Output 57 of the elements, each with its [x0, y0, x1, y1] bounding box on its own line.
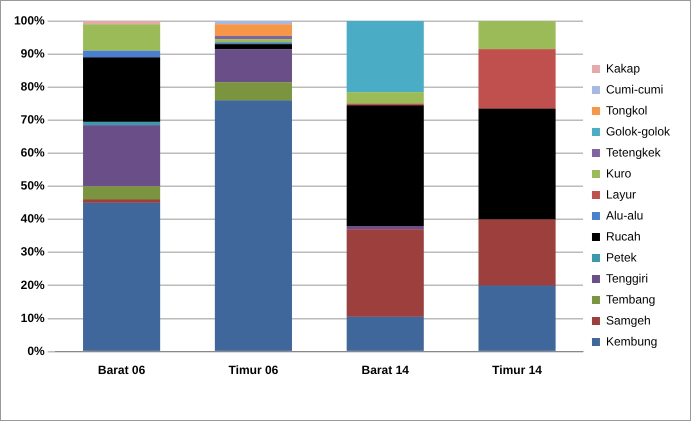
bar	[346, 92, 424, 104]
bar	[214, 44, 292, 50]
legend-label: Tembang	[606, 292, 656, 306]
bar	[346, 105, 424, 226]
bar	[214, 100, 292, 351]
legend-label: Golok-golok	[606, 124, 671, 138]
y-tick-label: 90%	[20, 46, 46, 60]
x-tick-label: Barat 14	[362, 363, 410, 378]
bar	[83, 200, 160, 203]
bar	[478, 21, 556, 50]
y-tick-label: 60%	[20, 146, 46, 160]
bar	[83, 50, 160, 58]
bar	[83, 125, 160, 186]
legend-label: Tetengkek	[606, 145, 662, 160]
bar	[478, 108, 556, 220]
bar	[478, 49, 556, 109]
bar	[214, 21, 292, 24]
bar	[214, 36, 292, 40]
legend-label: Tenggiri	[606, 271, 648, 286]
bar	[214, 39, 292, 42]
bar	[346, 229, 424, 317]
y-tick-label: 100%	[14, 13, 46, 28]
y-tick-label: 80%	[20, 79, 46, 94]
legend-label: Rucah	[606, 229, 641, 244]
x-tick-label: Timur 14	[492, 363, 542, 378]
legend-label: Kakap	[606, 61, 640, 76]
legend-label: Samgeh	[606, 313, 651, 328]
y-tick-label: 70%	[20, 112, 46, 126]
y-tick-label: 10%	[20, 310, 46, 325]
bar	[83, 24, 160, 51]
legend-label: Tongkol	[606, 103, 648, 118]
y-tick-label: 0%	[27, 344, 46, 358]
legend-label: Kembung	[606, 334, 658, 348]
bar	[83, 57, 160, 122]
legend-label: Kuro	[606, 166, 632, 180]
legend-label: Alu-alu	[606, 208, 644, 222]
x-tick-label: Timur 06	[228, 363, 279, 378]
legend-label: Petek	[606, 250, 638, 264]
bar	[478, 285, 556, 351]
y-tick-label: 30%	[20, 244, 46, 259]
bar	[83, 21, 160, 24]
bar	[214, 49, 292, 82]
legend-label: Cumi-cumi	[606, 82, 664, 96]
bar	[214, 24, 292, 36]
legend-label: Layur	[606, 187, 636, 202]
bar	[83, 202, 160, 351]
x-tick-label: Barat 06	[98, 363, 146, 378]
bar	[83, 186, 160, 200]
y-tick-label: 50%	[20, 178, 46, 193]
bar	[478, 219, 556, 286]
bar	[346, 316, 424, 351]
bar	[346, 226, 424, 230]
bar	[214, 82, 292, 100]
bar	[83, 122, 160, 126]
y-tick-label: 40%	[20, 212, 46, 226]
y-tick-label: 20%	[20, 278, 46, 292]
bar	[346, 21, 424, 92]
